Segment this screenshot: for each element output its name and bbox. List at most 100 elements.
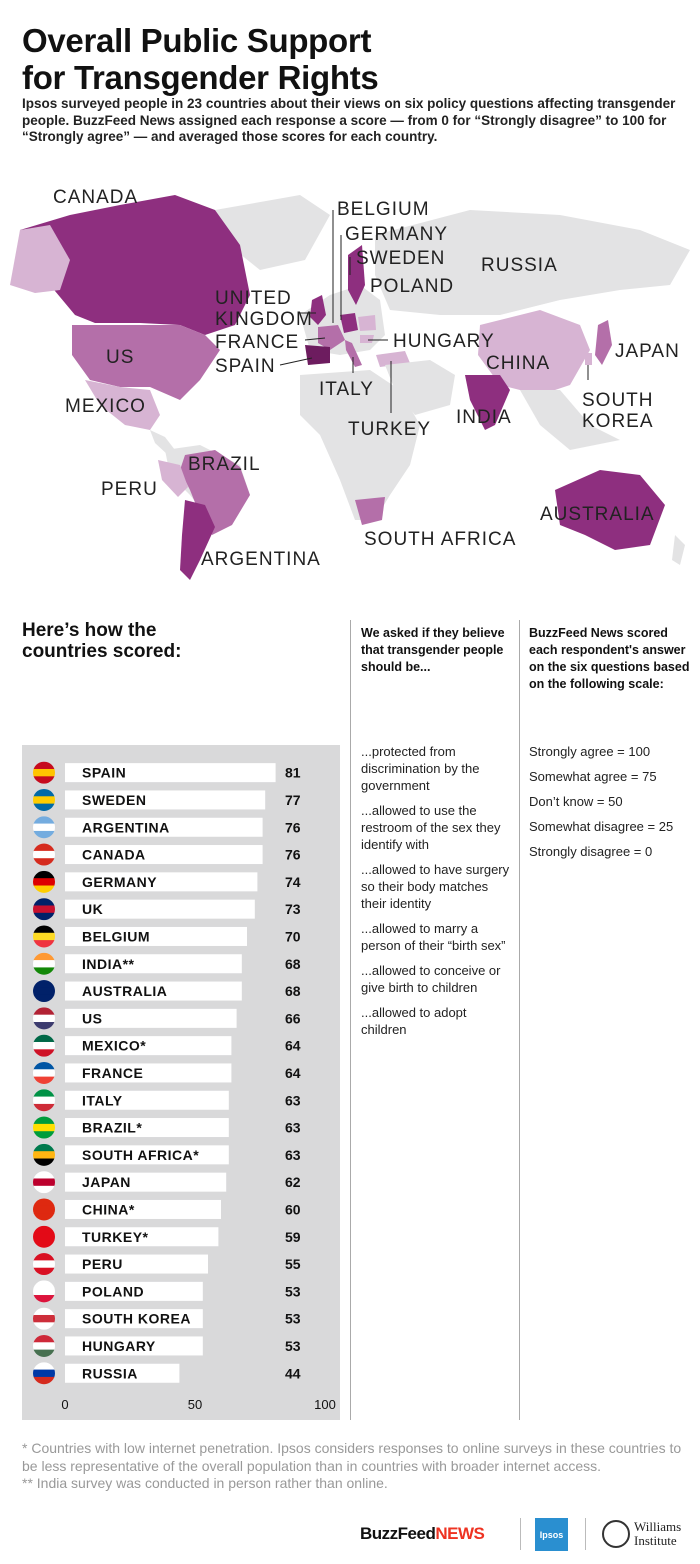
scale-heading: BuzzFeed News scored each respondent's a… — [529, 626, 690, 691]
map-label-mexico: MEXICO — [65, 396, 146, 417]
map-label-turkey: TURKEY — [348, 419, 431, 440]
scale-list: Strongly agree = 100 Somewhat agree = 75… — [529, 743, 689, 868]
scored-title-line-1: Here’s how the — [22, 620, 157, 641]
argentina-shape — [180, 500, 215, 580]
france-shape — [318, 325, 345, 350]
footnotes: * Countries with low internet penetratio… — [22, 1440, 692, 1493]
turkey-shape — [376, 351, 410, 367]
question-item: ...allowed to use the restroom of the se… — [361, 803, 501, 852]
australia-shape — [555, 470, 665, 550]
russia-shape — [375, 210, 690, 315]
x-tick-label: 100 — [314, 1397, 336, 1412]
column-divider-1 — [350, 620, 351, 1420]
china-shape — [478, 310, 590, 395]
questions-heading: We asked if they believe that transgende… — [361, 626, 505, 674]
brazil-flag — [33, 1116, 55, 1139]
map-label-belgium: BELGIUM — [337, 199, 430, 220]
map-label-france: FRANCE — [215, 332, 299, 353]
bar-value: 63 — [285, 1120, 301, 1136]
russia-flag — [33, 1362, 55, 1385]
questions-list: ...protected from discrimination by the … — [361, 743, 511, 1046]
map-label-germany: GERMANY — [345, 224, 448, 245]
bar-value: 73 — [285, 901, 301, 917]
map-label-kingdom: KINGDOM — [215, 309, 313, 330]
map-label-south: SOUTH — [582, 390, 654, 411]
bar-value: 76 — [285, 847, 301, 863]
bar-label: TURKEY* — [82, 1229, 149, 1245]
map-label-south-africa: SOUTH AFRICA — [364, 529, 516, 550]
italy-shape — [345, 340, 362, 367]
bar-value: 64 — [285, 1065, 301, 1081]
title-line-2: for Transgender Rights — [22, 59, 379, 96]
spain-flag — [33, 761, 55, 784]
sweden-flag — [33, 788, 55, 811]
bar-label: GERMANY — [82, 874, 157, 890]
bar — [65, 1090, 229, 1110]
bar-label: MEXICO* — [82, 1038, 146, 1054]
alaska-shape — [10, 225, 70, 293]
south-africa-shape — [355, 497, 385, 525]
bar-value: 53 — [285, 1283, 301, 1299]
bar — [65, 1063, 232, 1083]
bar-value: 53 — [285, 1311, 301, 1327]
south-africa-flag — [33, 1143, 55, 1166]
bar-label: SWEDEN — [82, 792, 146, 808]
institute-text: Institute — [634, 1533, 677, 1548]
bar-label: CHINA* — [82, 1201, 135, 1217]
map-label-china: CHINA — [486, 353, 550, 374]
bar-value: 70 — [285, 928, 301, 944]
scale-item: Somewhat disagree = 25 — [529, 819, 674, 834]
scored-title: Here’s how the countries scored: — [22, 620, 181, 662]
bar-label: SOUTH KOREA — [82, 1311, 191, 1327]
scale-item: Strongly disagree = 0 — [529, 844, 653, 859]
peru-shape — [158, 460, 188, 497]
bar-chart-svg: SPAIN 81 SWEDEN 77 ARGENTINA 76 CANADA 76 GERMAN… — [33, 761, 336, 1412]
logo-row: BuzzFeedNEWS Ipsos Williams Institute — [360, 1516, 690, 1554]
japan-shape — [595, 320, 612, 365]
logo-divider-1 — [520, 1518, 521, 1550]
germany-flag — [33, 870, 55, 893]
central-america-shape — [150, 430, 175, 455]
bar — [65, 981, 242, 1001]
bar-label: UK — [82, 901, 103, 917]
map-label-korea: KOREA — [582, 411, 654, 432]
canada-shape — [20, 195, 250, 335]
question-item: ...allowed to adopt children — [361, 1005, 467, 1037]
china-flag — [33, 1198, 55, 1221]
new-zealand-shape — [672, 535, 685, 565]
poland-flag — [33, 1280, 55, 1303]
scale-item: Somewhat agree = 75 — [529, 769, 657, 784]
bar-value: 77 — [285, 792, 301, 808]
mexico-flag — [33, 1034, 55, 1057]
bar — [65, 790, 266, 810]
belgium-flag — [33, 925, 55, 948]
buzzfeed-logo-text: BuzzFeed — [360, 1524, 436, 1543]
bar-value: 53 — [285, 1338, 301, 1354]
bar — [65, 1281, 203, 1301]
bar-label: ARGENTINA — [82, 819, 170, 835]
williams-institute-text: Williams Institute — [634, 1520, 681, 1548]
bar — [65, 1199, 221, 1219]
bar — [65, 1008, 237, 1028]
bar — [65, 1336, 203, 1356]
bar-value: 64 — [285, 1038, 301, 1054]
south-korea-flag — [33, 1307, 55, 1330]
world-map-svg: CANADA US MEXICO UNITED KINGDOM FRANCE S… — [10, 187, 690, 580]
column-divider-2 — [519, 620, 520, 1420]
buzzfeed-news-logo: BuzzFeedNEWS — [360, 1524, 485, 1544]
bar-value: 59 — [285, 1229, 301, 1245]
map-label-brazil: BRAZIL — [188, 454, 261, 475]
map-label-us: US — [106, 347, 134, 368]
footnote-1: * Countries with low internet penetratio… — [22, 1440, 682, 1474]
bar-value: 44 — [285, 1365, 301, 1381]
bar — [65, 1254, 208, 1274]
turkey-flag — [33, 1225, 55, 1248]
world-map: CANADA US MEXICO UNITED KINGDOM FRANCE S… — [0, 175, 700, 595]
ipsos-logo: Ipsos — [535, 1518, 568, 1551]
bar-label: BRAZIL* — [82, 1120, 142, 1136]
title-line-1: Overall Public Support — [22, 22, 372, 59]
bar — [65, 926, 247, 946]
japan-flag — [33, 1171, 55, 1194]
bar-label: FRANCE — [82, 1065, 143, 1081]
australia-flag — [33, 980, 55, 1003]
